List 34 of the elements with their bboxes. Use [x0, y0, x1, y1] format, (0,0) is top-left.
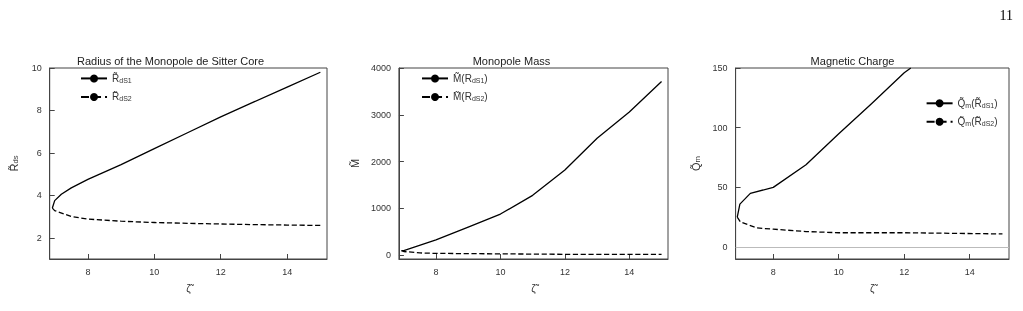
chart-title: Radius of the Monopole de Sitter Core: [76, 54, 265, 67]
y-tick-label: 4: [36, 190, 42, 201]
x-tick-label: 14: [624, 266, 635, 277]
y-tick-label: 3000: [370, 109, 391, 120]
y-tick-label: 1000: [370, 203, 391, 214]
x-tick-label: 12: [899, 266, 910, 277]
y-tick-label: 0: [385, 250, 391, 261]
chart-title: Monopole Mass: [472, 54, 551, 67]
x-tick-label: 10: [833, 266, 844, 277]
y-axis-title: M̃: [348, 158, 361, 169]
x-tick-label: 14: [282, 266, 293, 277]
text: 11: [999, 7, 1013, 23]
y-tick-label: 4000: [370, 63, 391, 73]
y-tick-label: 6: [36, 147, 42, 158]
x-axis-title: ζ̃: [531, 282, 540, 295]
chart-title: Magnetic Charge: [810, 54, 895, 67]
x-tick-label: 8: [85, 266, 91, 277]
y-tick-label: 0: [722, 242, 728, 253]
x-axis-title: ζ̃: [186, 282, 195, 295]
y-tick-label: 150: [712, 63, 728, 73]
y-tick-label: 8: [36, 105, 42, 116]
x-tick-label: 8: [433, 266, 439, 277]
y-tick-label: 2: [36, 232, 42, 243]
x-tick-label: 12: [215, 266, 226, 277]
y-tick-label: 10: [31, 63, 42, 73]
x-tick-label: 10: [495, 266, 506, 277]
x-tick-label: 8: [770, 266, 776, 277]
x-tick-label: 10: [149, 266, 160, 277]
y-tick-label: 2000: [370, 156, 391, 167]
x-tick-label: 14: [964, 266, 975, 277]
y-tick-label: 100: [712, 122, 728, 133]
y-tick-label: 50: [717, 182, 728, 193]
x-tick-label: 12: [559, 266, 570, 277]
x-axis-title: ζ̃: [870, 282, 879, 295]
